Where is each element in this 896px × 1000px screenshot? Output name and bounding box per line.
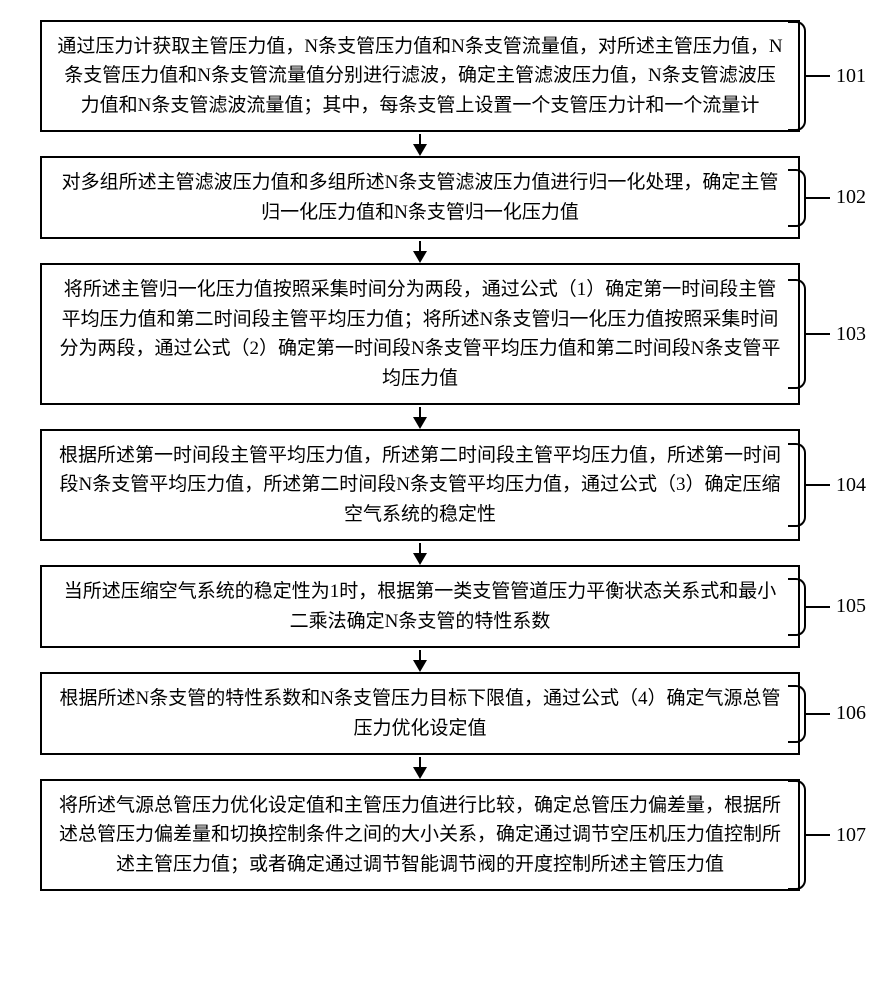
label-group: 106 xyxy=(784,685,866,743)
bracket-icon xyxy=(788,21,806,131)
bracket-icon xyxy=(788,443,806,527)
label-group: 105 xyxy=(784,578,866,636)
step-102: 对多组所述主管滤波压力值和多组所述N条支管滤波压力值进行归一化处理，确定主管归一… xyxy=(40,156,856,239)
bracket-icon xyxy=(788,780,806,890)
arrow-down-icon xyxy=(419,650,421,670)
bracket-icon xyxy=(788,578,806,636)
step-box: 当所述压缩空气系统的稳定性为1时，根据第一类支管管道压力平衡状态关系式和最小二乘… xyxy=(40,565,800,648)
connector-line xyxy=(806,713,830,715)
step-106: 根据所述N条支管的特性系数和N条支管压力目标下限值，通过公式（4）确定气源总管压… xyxy=(40,672,856,755)
label-group: 101 xyxy=(784,21,866,131)
arrow-down-icon xyxy=(419,407,421,427)
step-box: 通过压力计获取主管压力值，N条支管压力值和N条支管流量值，对所述主管压力值，N条… xyxy=(40,20,800,132)
connector-line xyxy=(806,606,830,608)
step-box: 对多组所述主管滤波压力值和多组所述N条支管滤波压力值进行归一化处理，确定主管归一… xyxy=(40,156,800,239)
step-box: 将所述气源总管压力优化设定值和主管压力值进行比较，确定总管压力偏差量，根据所述总… xyxy=(40,779,800,891)
step-label: 101 xyxy=(836,65,866,88)
step-box: 根据所述第一时间段主管平均压力值，所述第二时间段主管平均压力值，所述第一时间段N… xyxy=(40,429,800,541)
label-group: 104 xyxy=(784,443,866,527)
connector-line xyxy=(806,197,830,199)
step-box: 将所述主管归一化压力值按照采集时间分为两段，通过公式（1）确定第一时间段主管平均… xyxy=(40,263,800,405)
connector-line xyxy=(806,75,830,77)
arrow-down-icon xyxy=(419,543,421,563)
flowchart-container: 通过压力计获取主管压力值，N条支管压力值和N条支管流量值，对所述主管压力值，N条… xyxy=(40,20,856,891)
step-label: 107 xyxy=(836,824,866,847)
step-label: 104 xyxy=(836,474,866,497)
label-group: 102 xyxy=(784,169,866,227)
bracket-icon xyxy=(788,685,806,743)
bracket-icon xyxy=(788,169,806,227)
step-101: 通过压力计获取主管压力值，N条支管压力值和N条支管流量值，对所述主管压力值，N条… xyxy=(40,20,856,132)
step-label: 105 xyxy=(836,595,866,618)
step-103: 将所述主管归一化压力值按照采集时间分为两段，通过公式（1）确定第一时间段主管平均… xyxy=(40,263,856,405)
arrow-down-icon xyxy=(419,241,421,261)
step-label: 103 xyxy=(836,323,866,346)
step-104: 根据所述第一时间段主管平均压力值，所述第二时间段主管平均压力值，所述第一时间段N… xyxy=(40,429,856,541)
step-107: 将所述气源总管压力优化设定值和主管压力值进行比较，确定总管压力偏差量，根据所述总… xyxy=(40,779,856,891)
label-group: 107 xyxy=(784,780,866,890)
connector-line xyxy=(806,333,830,335)
arrow-down-icon xyxy=(419,757,421,777)
step-label: 106 xyxy=(836,702,866,725)
bracket-icon xyxy=(788,279,806,389)
step-box: 根据所述N条支管的特性系数和N条支管压力目标下限值，通过公式（4）确定气源总管压… xyxy=(40,672,800,755)
step-105: 当所述压缩空气系统的稳定性为1时，根据第一类支管管道压力平衡状态关系式和最小二乘… xyxy=(40,565,856,648)
connector-line xyxy=(806,484,830,486)
arrow-down-icon xyxy=(419,134,421,154)
connector-line xyxy=(806,834,830,836)
label-group: 103 xyxy=(784,279,866,389)
step-label: 102 xyxy=(836,186,866,209)
